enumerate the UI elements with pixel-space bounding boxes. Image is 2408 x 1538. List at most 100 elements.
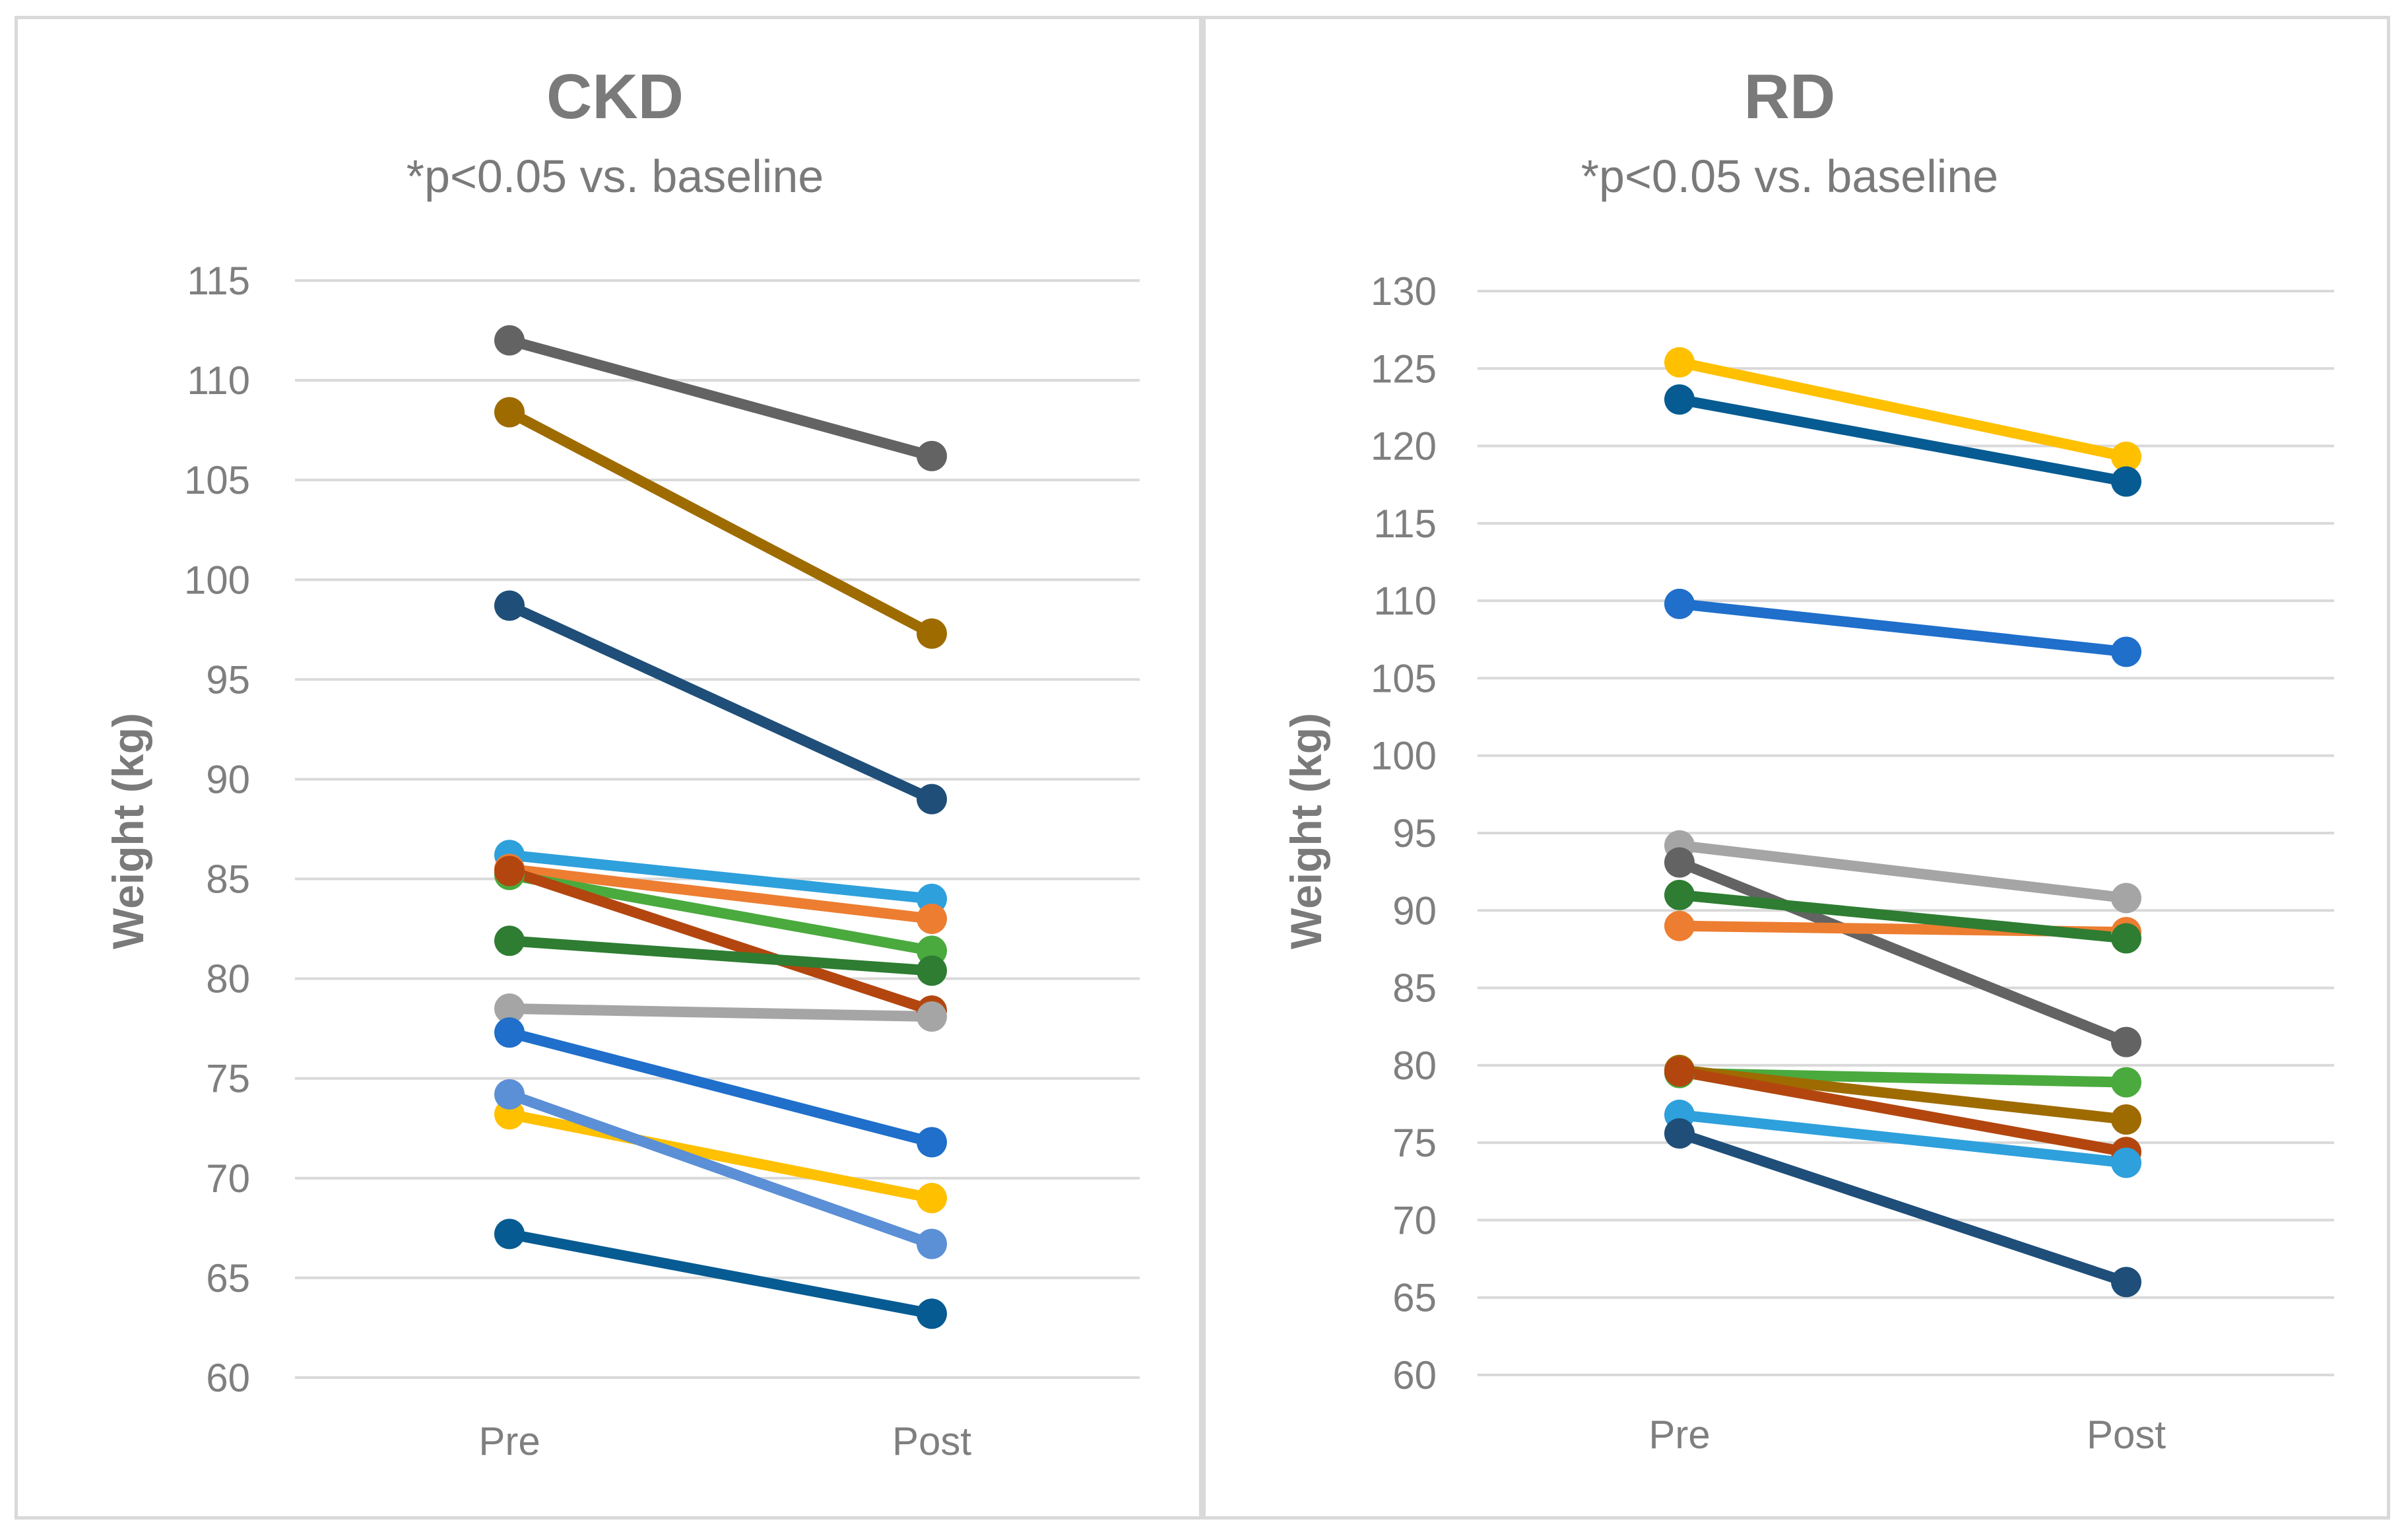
data-point — [917, 1183, 947, 1214]
series-line — [504, 1003, 937, 1022]
y-tick-label: 115 — [187, 259, 250, 303]
y-tick-label: 70 — [206, 1156, 250, 1201]
series-line — [504, 335, 937, 461]
series-line — [1674, 857, 2131, 1048]
data-point — [917, 1127, 947, 1158]
series-line — [504, 1027, 937, 1148]
y-tick-label: 120 — [1371, 424, 1437, 469]
chart-rd-svg: RD *p<0.05 vs. baseline Weight (kg) 60 65… — [1282, 61, 2334, 1457]
y-axis-label: Weight (kg) — [104, 713, 152, 949]
y-tick-label: 95 — [1392, 811, 1437, 855]
data-point — [494, 325, 525, 356]
y-tick-label: 95 — [206, 657, 250, 702]
chart-ckd-svg: CKD *p<0.05 vs. baseline Weight (kg) 60 6… — [104, 61, 1140, 1463]
data-point — [1664, 847, 1695, 878]
series-line — [1674, 394, 2131, 487]
data-point — [1664, 1056, 1695, 1087]
y-tick-label: 115 — [1373, 502, 1437, 546]
series-line — [504, 863, 937, 924]
y-tick-label: 110 — [187, 358, 250, 403]
data-point — [917, 903, 947, 934]
chart-subtitle: *p<0.05 vs. baseline — [1581, 150, 1998, 202]
data-point — [494, 925, 525, 956]
data-point — [917, 1298, 947, 1329]
data-point — [1664, 588, 1695, 619]
series-line — [1674, 598, 2131, 657]
chart-title: CKD — [546, 61, 684, 132]
data-point — [2111, 1026, 2141, 1057]
x-tick-label: Post — [2087, 1413, 2166, 1457]
y-tick-label: 90 — [206, 757, 250, 801]
series-line — [504, 865, 937, 1016]
y-tick-label: 110 — [1373, 579, 1437, 623]
y-tick-label: 65 — [1392, 1276, 1437, 1320]
series-line — [504, 869, 937, 956]
chart-panel-rd: RD *p<0.05 vs. baseline Weight (kg) 60 65… — [1202, 16, 2390, 1520]
y-tick-label: 125 — [1371, 347, 1437, 391]
data-point — [2111, 1104, 2141, 1135]
y-tick-label: 85 — [206, 857, 250, 902]
y-tick-label: 100 — [184, 558, 250, 602]
data-point — [2111, 441, 2141, 472]
y-tick-label: 105 — [1371, 656, 1437, 700]
data-point — [917, 784, 947, 815]
y-tick-label: 70 — [1392, 1198, 1437, 1242]
data-point — [494, 1017, 525, 1048]
y-tick-label: 75 — [1392, 1121, 1437, 1165]
data-point — [2111, 636, 2141, 667]
series-line — [504, 850, 937, 904]
y-tick-label: 60 — [1392, 1353, 1437, 1397]
chart-subtitle: *p<0.05 vs. baseline — [407, 150, 824, 202]
y-tick-label: 60 — [206, 1356, 250, 1400]
data-point — [1664, 384, 1695, 415]
data-point — [494, 397, 525, 428]
y-axis-label: Weight (kg) — [1282, 713, 1330, 949]
y-tick-label: 105 — [184, 458, 250, 502]
series-line — [1674, 356, 2131, 462]
data-point — [2111, 1147, 2141, 1178]
chart-title: RD — [1744, 61, 1836, 132]
y-tick-label: 75 — [206, 1057, 250, 1101]
data-point — [2111, 466, 2141, 497]
x-tick-label: Pre — [478, 1419, 540, 1463]
series-line — [1674, 1109, 2131, 1168]
data-point — [494, 993, 525, 1024]
data-point — [917, 1001, 947, 1032]
data-point — [2111, 1067, 2141, 1098]
data-point — [1664, 347, 1695, 378]
data-point — [917, 618, 947, 649]
y-tick-label: 130 — [1371, 269, 1437, 314]
y-tick-label: 85 — [1392, 966, 1437, 1011]
y-tick-label: 80 — [1392, 1044, 1437, 1088]
data-point — [2111, 1267, 2141, 1298]
data-point — [494, 855, 525, 886]
series-line — [504, 1228, 937, 1320]
x-tick-label: Post — [892, 1419, 971, 1463]
chart-panel-ckd: CKD *p<0.05 vs. baseline Weight (kg) 60 6… — [15, 16, 1202, 1520]
y-tick-label: 80 — [206, 957, 250, 1001]
data-point — [2111, 923, 2141, 954]
series-line — [1674, 1064, 2131, 1125]
data-point — [917, 440, 947, 471]
data-point — [917, 955, 947, 986]
y-tick-label: 90 — [1392, 888, 1437, 933]
data-point — [494, 1219, 525, 1250]
data-point — [2111, 883, 2141, 914]
series-line — [504, 1109, 937, 1204]
data-point — [1664, 879, 1695, 910]
series-line — [1674, 1066, 2131, 1158]
series-line — [504, 407, 937, 639]
series-line — [504, 600, 937, 805]
series-line — [1674, 889, 2131, 944]
series-line — [1674, 840, 2131, 904]
data-point — [1664, 910, 1695, 941]
x-tick-label: Pre — [1648, 1413, 1710, 1457]
y-tick-label: 100 — [1371, 734, 1437, 778]
data-point — [494, 590, 525, 621]
data-point — [1664, 1118, 1695, 1149]
series-line — [504, 935, 937, 976]
series-line — [1674, 1128, 2131, 1288]
data-point — [494, 1079, 525, 1110]
series-line — [504, 1088, 937, 1250]
data-point — [917, 1228, 947, 1259]
